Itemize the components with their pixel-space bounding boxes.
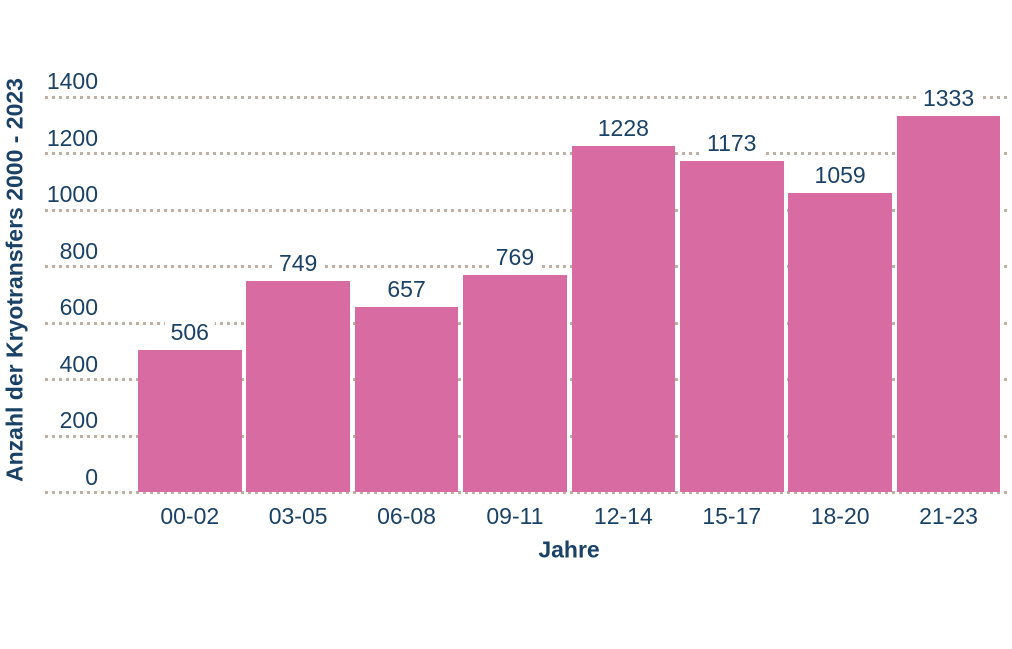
x-tick-label: 12-14 <box>593 503 653 529</box>
x-tick-label: 03-05 <box>268 503 328 529</box>
bar-value-label: 749 <box>272 249 324 276</box>
y-tick-label: 0 <box>85 463 98 490</box>
bar <box>246 280 350 493</box>
gridline <box>45 152 1007 155</box>
bar-value-label: 1228 <box>591 114 655 141</box>
bar-value-label: 769 <box>489 244 541 271</box>
bar-value-label: 1059 <box>808 162 872 189</box>
x-tick-label: 06-08 <box>377 503 436 529</box>
gridline <box>45 95 1007 99</box>
x-axis-title: Jahre <box>538 536 600 563</box>
gridline <box>45 491 1007 494</box>
y-tick-label: 1000 <box>46 181 98 207</box>
x-tick-label: 18-20 <box>810 503 870 529</box>
bar <box>354 306 459 493</box>
bar-value-label: 657 <box>381 275 432 302</box>
bar-value-label: 1173 <box>701 130 763 157</box>
y-tick-label: 800 <box>59 237 98 264</box>
y-tick-label: 1400 <box>46 68 98 94</box>
gridline <box>45 208 1007 212</box>
y-tick-label: 200 <box>59 407 98 433</box>
bar <box>788 193 892 493</box>
y-tick-label: 1200 <box>46 124 98 151</box>
x-tick-label: 09-11 <box>486 503 544 529</box>
y-tick-label: 400 <box>59 350 98 377</box>
y-tick-label: 600 <box>59 294 98 320</box>
bar <box>896 115 1001 493</box>
x-tick-label: 00-02 <box>160 503 220 529</box>
bar <box>680 161 784 493</box>
bar <box>463 275 567 493</box>
bar <box>571 145 676 493</box>
bar <box>138 349 242 493</box>
x-tick-label: 21-23 <box>919 503 978 529</box>
bar-value-label: 506 <box>164 318 215 345</box>
x-tick-label: 15-17 <box>702 503 762 529</box>
bar-value-label: 1333 <box>916 84 981 111</box>
